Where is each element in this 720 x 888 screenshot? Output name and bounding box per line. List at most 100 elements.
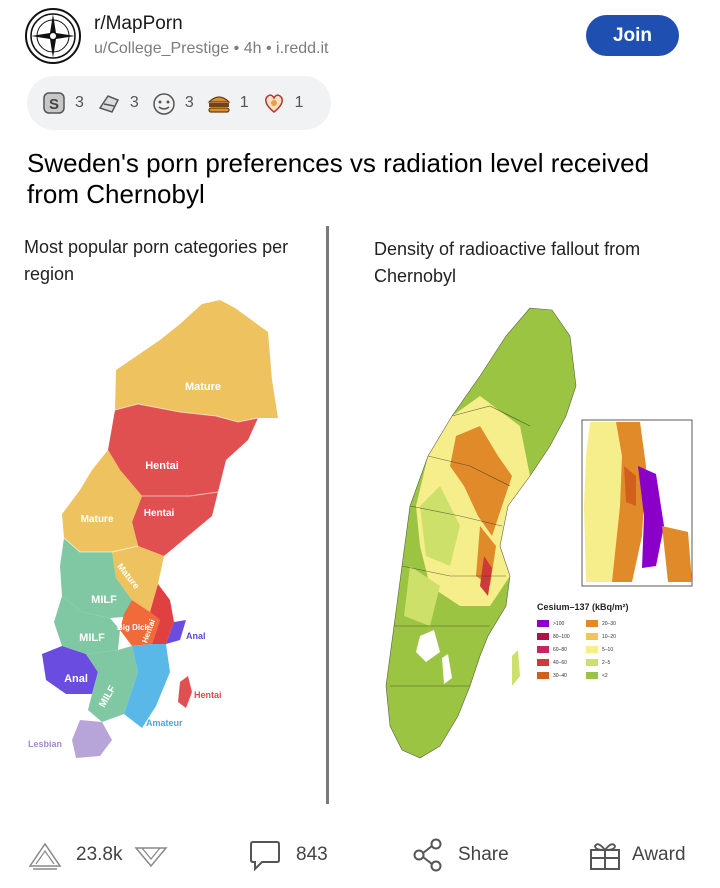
- label-anal-west: Anal: [64, 673, 88, 685]
- region-amateur: [124, 644, 170, 728]
- helpful-award-icon: [98, 95, 119, 113]
- post-title[interactable]: Sweden's porn preferences vs radiation l…: [27, 148, 650, 209]
- author-link[interactable]: u/College_Prestige: [94, 40, 230, 57]
- comment-count: 843: [296, 844, 328, 865]
- legend-item: 80–100: [537, 633, 570, 640]
- subreddit-name[interactable]: r/MapPorn: [94, 13, 183, 34]
- label-big-dick: Big Dick: [117, 623, 150, 632]
- region-lesbian: [72, 720, 112, 758]
- legend-item: 20–30: [586, 620, 616, 627]
- region-milf-3: [86, 646, 138, 722]
- compass-rose-icon: [30, 13, 76, 59]
- post-domain[interactable]: i.redd.it: [276, 40, 329, 57]
- meta-separator: •: [233, 40, 240, 57]
- fallout-legend-title: Cesium–137 (kBq/m²): [537, 602, 629, 612]
- label-hentai-island: Hentai: [194, 690, 222, 700]
- region-hentai-2: [132, 492, 218, 556]
- post-image[interactable]: Most popular porn categories per region …: [0, 222, 720, 812]
- left-panel-heading: Most popular porn categories per region: [24, 237, 289, 284]
- lake-vattern: [442, 654, 452, 684]
- subreddit-avatar[interactable]: [25, 8, 81, 64]
- award-count: 3: [129, 94, 139, 111]
- award-helpful[interactable]: 3: [96, 90, 139, 116]
- region-mature-diag: [112, 546, 164, 612]
- share-icon: [413, 838, 442, 872]
- legend-item: <2: [586, 672, 608, 679]
- label-lesbian: Lesbian: [28, 739, 62, 749]
- label-mature-north: Mature: [185, 381, 221, 393]
- awards-bar[interactable]: S 3 3 3 1 1: [27, 76, 331, 130]
- heart-award-icon: [264, 94, 283, 113]
- panel-divider: [326, 226, 329, 804]
- downvote-icon[interactable]: [132, 840, 170, 870]
- region-mature-north: [115, 300, 278, 422]
- region-hentai-1: [108, 404, 258, 496]
- porn-category-map: [42, 300, 278, 758]
- vote-control: 23.8k: [26, 830, 170, 880]
- label-mature-diag: Mature: [115, 561, 141, 590]
- fallout-inset: [581, 419, 693, 587]
- label-hentai-1: Hentai: [145, 460, 179, 472]
- legend-swatch: [586, 659, 598, 666]
- legend-item: 5–10: [586, 646, 613, 653]
- award-count: 3: [75, 94, 84, 111]
- legend-swatch: [537, 659, 549, 666]
- post-header: r/MapPorn u/College_Prestige • 4h • i.re…: [0, 0, 720, 72]
- wholesome-award-icon: [153, 93, 175, 115]
- label-anal-east: Anal: [186, 631, 206, 641]
- fallout-island: [512, 650, 520, 686]
- award-button[interactable]: Award: [588, 830, 686, 880]
- post-age: 4h: [243, 40, 262, 57]
- legend-swatch: [586, 646, 598, 653]
- region-anal-west: [42, 646, 98, 694]
- legend-item: >100: [537, 620, 564, 627]
- silver-award-icon: S: [43, 92, 65, 114]
- award-wholesome[interactable]: 3: [151, 90, 194, 116]
- legend-swatch: [537, 672, 549, 679]
- post-meta: u/College_Prestige • 4h • i.redd.it: [94, 40, 329, 58]
- legend-swatch: [586, 620, 598, 627]
- legend-item: 2–5: [586, 659, 610, 666]
- svg-text:S: S: [49, 96, 59, 113]
- award-silver[interactable]: S 3: [41, 90, 84, 116]
- meta-separator: •: [265, 40, 272, 57]
- legend-item: 30–40: [537, 672, 567, 679]
- legend-item: 40–60: [537, 659, 567, 666]
- burger-award-icon: [207, 96, 231, 113]
- label-hentai-2: Hentai: [144, 508, 175, 519]
- award-heart[interactable]: 1: [261, 90, 304, 116]
- legend-swatch: [537, 633, 549, 640]
- join-button[interactable]: Join: [586, 15, 679, 56]
- comment-icon: [250, 841, 280, 872]
- fallout-lightgreen: [420, 486, 460, 566]
- right-panel-heading: Density of radioactive fallout from Cher…: [374, 239, 641, 286]
- lake-vanern: [416, 630, 440, 662]
- radiation-fallout-map: [385, 307, 693, 759]
- legend-item: 60–80: [537, 646, 567, 653]
- award-burger[interactable]: 1: [206, 90, 249, 116]
- legend-swatch: [586, 633, 598, 640]
- label-amateur: Amateur: [146, 718, 183, 728]
- gift-icon: [590, 843, 620, 870]
- award-label: Award: [632, 844, 686, 865]
- share-button[interactable]: Share: [412, 830, 509, 880]
- legend-swatch: [537, 646, 549, 653]
- award-count: 1: [294, 94, 304, 111]
- fallout-lightgreen-2: [404, 566, 440, 626]
- region-milf-2: [54, 596, 120, 654]
- award-count: 1: [239, 94, 249, 111]
- label-milf-3: MILF: [97, 684, 118, 710]
- porn-category-labels: Mature Hentai Hentai Mature Mature MILF …: [28, 381, 222, 749]
- region-milf-1: [60, 538, 138, 618]
- comments-button[interactable]: 843: [248, 830, 328, 880]
- legend-item: 10–20: [586, 633, 616, 640]
- upvote-count: 23.8k: [76, 844, 123, 865]
- legend-swatch: [537, 620, 549, 627]
- award-count: 3: [184, 94, 194, 111]
- label-milf-2: MILF: [79, 632, 105, 644]
- region-hentai-3: [150, 584, 174, 644]
- legend-swatch: [586, 672, 598, 679]
- region-hentai-island: [178, 676, 192, 708]
- upvote-icon[interactable]: [26, 836, 64, 874]
- label-mature-west: Mature: [81, 514, 114, 525]
